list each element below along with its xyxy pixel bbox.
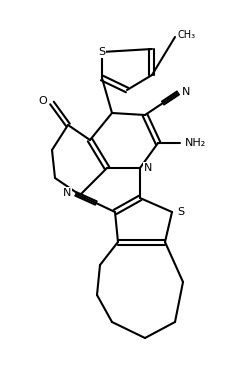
Text: NH₂: NH₂ [184,138,205,148]
Text: N: N [181,87,190,97]
Text: N: N [143,163,152,173]
Text: O: O [38,96,47,106]
Text: S: S [98,47,105,57]
Text: S: S [176,207,183,217]
Text: CH₃: CH₃ [177,30,195,40]
Text: N: N [62,188,71,198]
